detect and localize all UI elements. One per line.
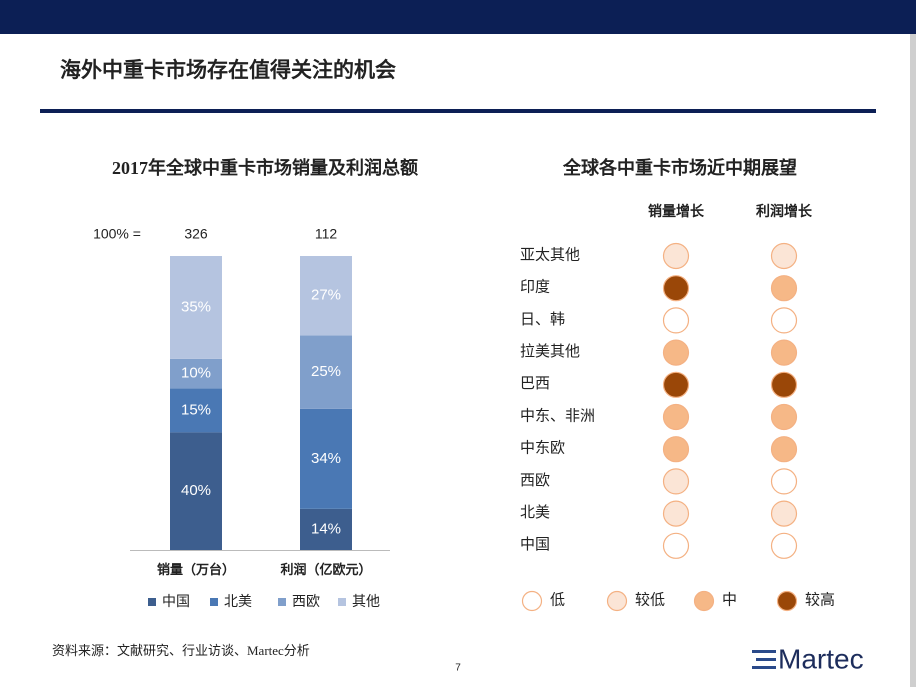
rating-dot <box>770 500 798 527</box>
rating-dot <box>662 242 690 270</box>
legend-label: 西欧 <box>292 594 320 610</box>
legend-swatch <box>148 598 156 606</box>
logo-text: Martec <box>778 643 864 674</box>
legend-label: 低 <box>550 591 565 608</box>
slide-title: 海外中重卡市场存在值得关注的机会 <box>60 58 396 82</box>
legend-dot <box>606 590 628 612</box>
logo-stripe <box>752 666 776 669</box>
value-label: 15% <box>181 401 211 418</box>
rating-dot <box>662 403 690 431</box>
legend-label: 其他 <box>352 594 380 610</box>
bar-segment <box>300 335 352 409</box>
x-tick-label: 销量（万台） <box>157 562 235 577</box>
source-note: 资料来源：文献研究、行业访谈、Martec分析 <box>52 643 310 658</box>
logo: Martec <box>752 643 864 674</box>
rating-dot <box>770 436 798 463</box>
rating-dot <box>662 339 690 366</box>
chart-title: 2017年全球中重卡市场销量及利润总额 <box>112 157 418 178</box>
value-label: 14% <box>311 520 341 537</box>
slide-edge <box>910 34 916 687</box>
bar-segment <box>170 432 222 550</box>
row-label: 中国 <box>520 536 550 553</box>
legend-swatch <box>210 598 218 606</box>
bar-segment <box>170 256 222 359</box>
legend-label: 北美 <box>224 594 252 610</box>
rating-dot <box>770 403 798 431</box>
bar-segment <box>300 508 352 550</box>
rating-dot <box>662 436 690 463</box>
value-label: 10% <box>181 365 211 382</box>
row-label: 中东、非洲 <box>520 407 595 424</box>
value-label: 25% <box>311 363 341 380</box>
title-rule <box>40 109 876 113</box>
logo-stripe <box>752 650 776 653</box>
legend-swatch <box>278 598 286 606</box>
rating-dot <box>662 275 690 302</box>
legend-label: 中 <box>722 591 737 608</box>
legend-label: 较高 <box>805 590 835 608</box>
rating-dot <box>662 307 690 334</box>
x-tick-label: 利润（亿欧元） <box>280 562 371 577</box>
rating-dot <box>662 532 690 559</box>
row-label: 日、韩 <box>520 311 565 328</box>
value-label: 40% <box>181 482 211 499</box>
rating-dot <box>770 339 798 366</box>
column-header: 利润增长 <box>756 203 813 220</box>
row-label: 中东欧 <box>520 440 565 457</box>
top-band <box>0 0 916 34</box>
row-label: 拉美其他 <box>520 343 580 360</box>
page-number: 7 <box>455 663 461 674</box>
row-label: 西欧 <box>520 472 550 489</box>
value-label: 34% <box>311 450 341 467</box>
rating-dot <box>770 275 798 302</box>
legend-label: 中国 <box>162 594 190 610</box>
rating-dot <box>662 371 690 398</box>
legend-swatch <box>338 598 346 606</box>
row-label: 印度 <box>520 279 550 296</box>
row-label: 亚太其他 <box>520 246 580 263</box>
total-label: 100% = <box>93 226 141 242</box>
bar-segment <box>300 408 352 509</box>
total-value: 112 <box>315 226 338 242</box>
bar-segment <box>170 388 222 433</box>
legend-dot <box>521 590 543 612</box>
rating-dot <box>770 371 798 398</box>
bar-segment <box>300 256 352 336</box>
row-label: 巴西 <box>520 376 550 392</box>
rating-dot <box>662 500 690 527</box>
rating-dot <box>770 242 798 270</box>
rating-dot <box>770 468 798 495</box>
row-label: 北美 <box>520 504 550 521</box>
value-label: 27% <box>311 287 341 304</box>
rating-dot <box>770 307 798 334</box>
column-header: 销量增长 <box>648 203 705 220</box>
legend-dot <box>693 590 715 612</box>
legend-dot <box>776 590 798 612</box>
bar-segment <box>170 358 222 389</box>
legend-label: 较低 <box>635 590 665 608</box>
total-value: 326 <box>184 226 208 242</box>
rating-dot <box>662 468 690 495</box>
rating-dot <box>770 532 798 559</box>
logo-stripe <box>756 658 776 661</box>
value-label: 35% <box>181 298 211 315</box>
outlook-title: 全球各中重卡市场近中期展望 <box>562 157 797 178</box>
